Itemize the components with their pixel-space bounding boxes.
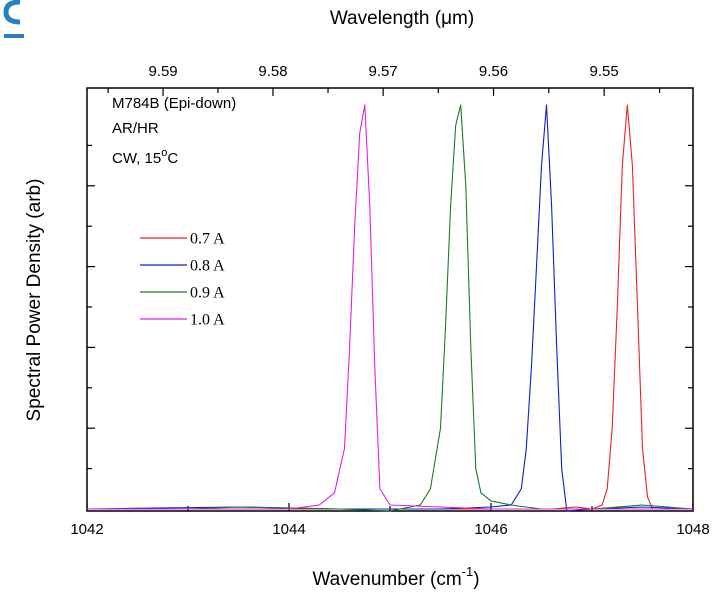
x-tick-label: 1042 bbox=[70, 521, 103, 538]
x-tick-label: 1048 bbox=[676, 521, 709, 538]
axis-ticks bbox=[86, 88, 694, 511]
x2-tick-label: 9.57 bbox=[369, 63, 398, 80]
bottom-tick-labels: 1042 1044 1046 1048 bbox=[70, 521, 709, 538]
x2-tick-label: 9.59 bbox=[148, 63, 177, 80]
top-tick-labels: 9.59 9.58 9.57 9.56 9.55 bbox=[148, 63, 618, 80]
x2-tick-label: 9.56 bbox=[479, 63, 508, 80]
x2-tick-label: 9.58 bbox=[258, 63, 287, 80]
x-tick-label: 1044 bbox=[272, 521, 305, 538]
annotation-conditions: CW, 15oC bbox=[112, 147, 178, 167]
series-line bbox=[86, 104, 694, 512]
logo-icon bbox=[3, 0, 24, 38]
annotation-device: M784B (Epi-down) bbox=[112, 95, 236, 112]
series-line bbox=[87, 104, 694, 512]
series-lines bbox=[86, 104, 694, 512]
y-axis-title: Spectral Power Density (arb) bbox=[24, 179, 45, 422]
series-line bbox=[87, 104, 693, 510]
legend-label: 0.7 A bbox=[190, 231, 225, 248]
x2-tick-label: 9.55 bbox=[590, 63, 619, 80]
legend-label: 0.9 A bbox=[190, 285, 225, 302]
legend: 0.7 A 0.8 A 0.9 A 1.0 A bbox=[140, 231, 225, 329]
legend-label: 1.0 A bbox=[190, 312, 225, 329]
x-axis-title: Wavenumber (cm-1) bbox=[312, 564, 479, 590]
annotation-coating: AR/HR bbox=[112, 120, 159, 137]
top-axis-title: Wavelength (μm) bbox=[330, 8, 474, 29]
legend-label: 0.8 A bbox=[190, 258, 225, 275]
x-tick-label: 1046 bbox=[474, 521, 507, 538]
